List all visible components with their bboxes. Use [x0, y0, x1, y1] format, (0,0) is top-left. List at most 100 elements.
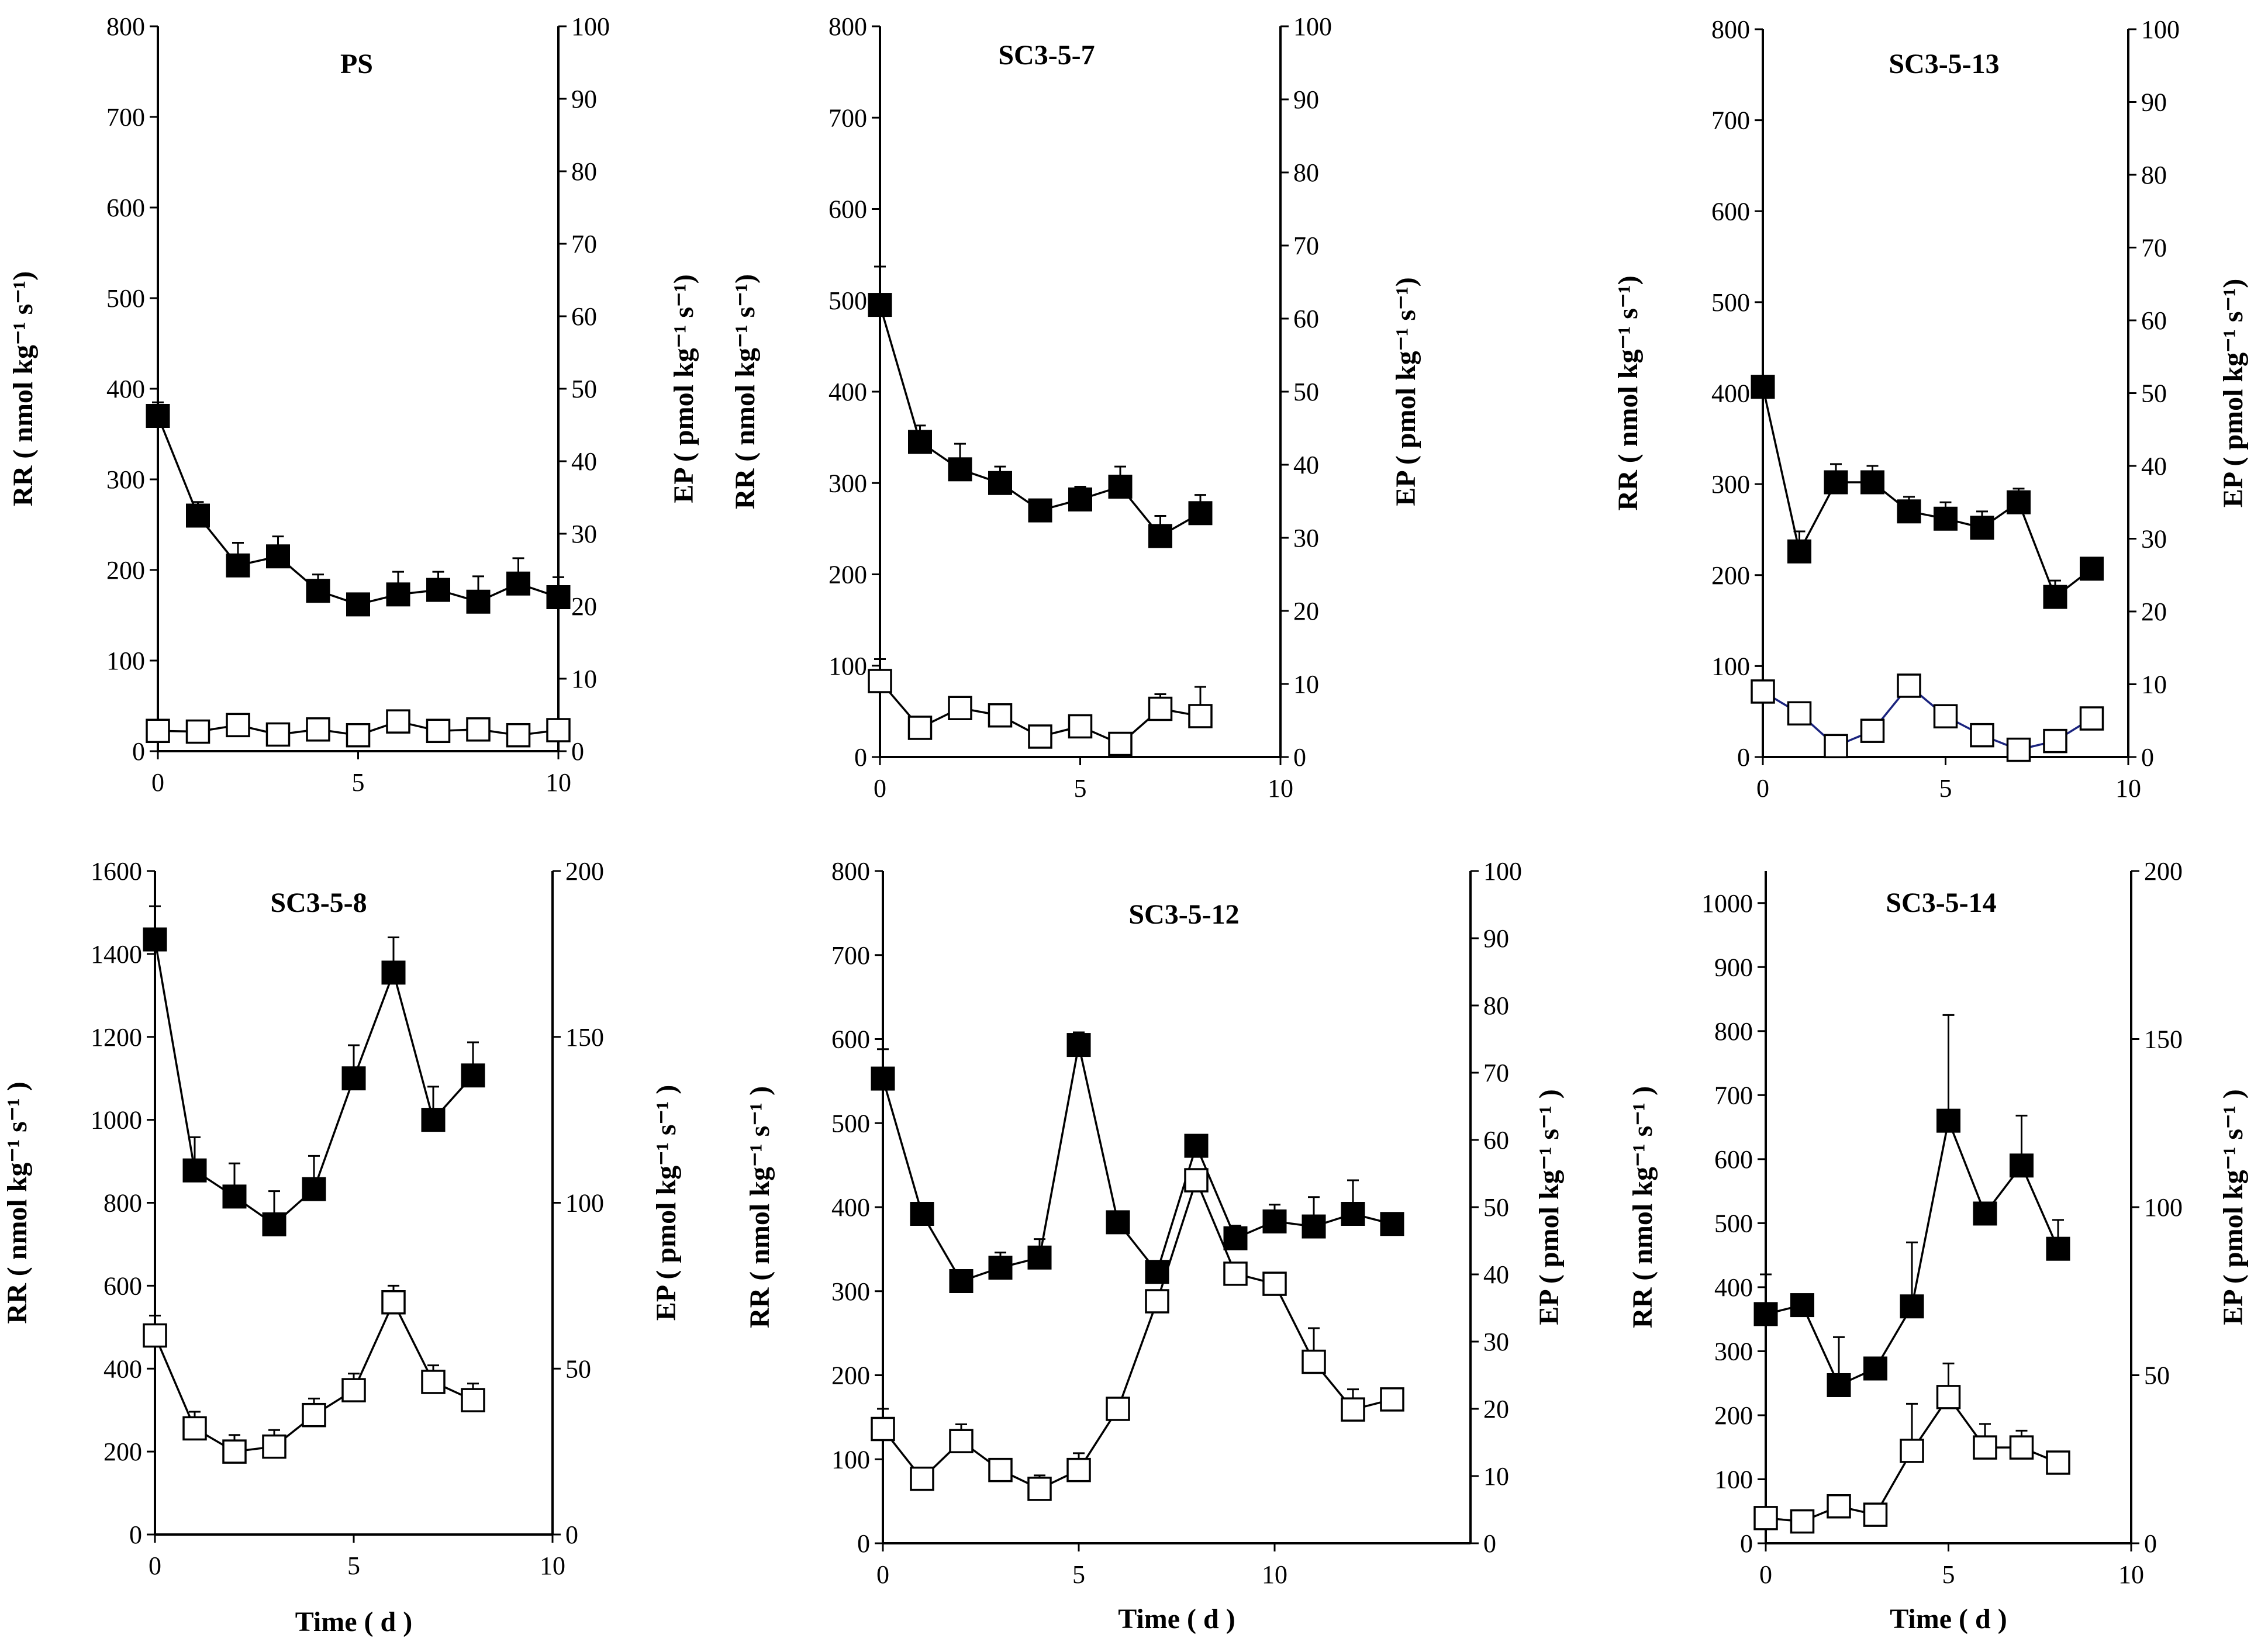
data-point: [1824, 734, 1848, 759]
y2-tick-label: 100: [565, 1189, 604, 1218]
chart-title: SC3-5-13: [1889, 49, 1999, 80]
data-point: [1027, 1245, 1052, 1270]
data-point: [1380, 1212, 1404, 1236]
y-tick-label: 300: [106, 465, 145, 494]
data-point: [910, 1202, 934, 1226]
data-point: [262, 1212, 286, 1236]
data-point: [266, 544, 290, 569]
y2-tick-label: 30: [2141, 525, 2167, 554]
data-point: [1188, 501, 1213, 526]
x-tick-label: 5: [1074, 774, 1087, 803]
data-point: [146, 718, 170, 744]
series-rr: [871, 1031, 1404, 1293]
data-point: [1973, 1201, 1997, 1226]
data-point: [1970, 516, 1994, 540]
data-point: [868, 669, 892, 693]
y-tick-label: 800: [103, 1189, 142, 1218]
data-point: [1106, 1397, 1130, 1421]
chart-panel-1: 0100200300400500600700800010203040506070…: [8, 12, 699, 797]
x-tick-label: 5: [1942, 1560, 1955, 1589]
y2-tick-label: 10: [571, 665, 597, 693]
x-tick-label: 0: [1759, 1560, 1772, 1589]
data-point: [988, 471, 1012, 495]
series-line: [1762, 386, 2093, 599]
data-point: [1223, 1262, 1248, 1286]
y2-tick-label: 0: [571, 737, 584, 766]
data-point: [908, 430, 932, 454]
data-point: [1148, 524, 1172, 548]
data-point: [1106, 1210, 1130, 1235]
y-tick-label: 300: [1711, 470, 1750, 499]
y2-tick-label: 0: [1483, 1529, 1496, 1558]
y2-tick-label: 80: [2141, 161, 2167, 189]
data-point: [1108, 731, 1133, 756]
chart-title: PS: [340, 49, 373, 80]
data-point: [1973, 1435, 1997, 1460]
y-tick-label: 400: [1714, 1273, 1753, 1302]
y-tick-label: 400: [103, 1354, 142, 1383]
y2-tick-label: 20: [1293, 597, 1319, 625]
data-point: [386, 582, 410, 607]
y2-tick-label: 80: [1483, 991, 1509, 1020]
data-point: [2043, 728, 2067, 754]
y-tick-label: 500: [1711, 288, 1750, 317]
series-ep: [1751, 673, 2104, 762]
y-tick-label: 100: [829, 652, 867, 680]
series-ep: [868, 658, 1213, 756]
y2-tick-label: 60: [2141, 306, 2167, 335]
data-point: [182, 1158, 207, 1183]
y-tick-label: 100: [1711, 652, 1750, 680]
y-tick-label: 800: [106, 12, 145, 41]
y-tick-label: 200: [1714, 1401, 1753, 1430]
y2-tick-label: 0: [2141, 743, 2154, 772]
y2-axis-label: EP ( pmol kg⁻¹ s⁻¹): [1390, 277, 1421, 506]
data-point: [1936, 1108, 1960, 1133]
data-point: [2046, 1450, 2070, 1475]
data-point: [1827, 1373, 1851, 1397]
data-point: [2007, 490, 2031, 514]
y-tick-label: 400: [831, 1193, 870, 1222]
y-tick-label: 200: [1711, 561, 1750, 590]
data-point: [1223, 1226, 1248, 1250]
y2-tick-label: 100: [2141, 15, 2180, 44]
y2-tick-label: 20: [2141, 597, 2167, 626]
y2-tick-label: 20: [571, 592, 597, 621]
data-point: [1028, 498, 1052, 523]
data-point: [346, 723, 371, 748]
y2-tick-label: 90: [2141, 88, 2167, 117]
data-point: [1751, 679, 1775, 704]
data-point: [182, 1416, 207, 1441]
data-point: [302, 1177, 326, 1201]
y2-tick-label: 50: [571, 375, 597, 403]
y-tick-label: 900: [1714, 953, 1753, 982]
y-tick-label: 500: [106, 284, 145, 313]
data-point: [386, 709, 410, 734]
y-tick-label: 0: [132, 737, 145, 766]
y2-tick-label: 40: [1293, 451, 1319, 479]
data-point: [1262, 1209, 1287, 1233]
y2-tick-label: 10: [1293, 670, 1319, 699]
y2-tick-label: 30: [1483, 1328, 1509, 1356]
y-tick-label: 1000: [1701, 889, 1753, 918]
data-point: [1145, 1289, 1169, 1314]
x-tick-label: 0: [874, 774, 886, 803]
y-tick-label: 0: [854, 743, 867, 772]
y2-tick-label: 90: [571, 85, 597, 113]
data-point: [1108, 475, 1133, 499]
data-point: [907, 716, 933, 740]
y2-tick-label: 90: [1293, 85, 1319, 114]
y2-tick-label: 80: [571, 157, 597, 186]
y2-tick-label: 70: [1293, 231, 1319, 260]
data-point: [381, 1290, 406, 1315]
series-ep: [143, 1284, 485, 1464]
data-point: [222, 1184, 247, 1209]
data-point: [461, 1388, 485, 1412]
data-point: [143, 927, 167, 952]
y-tick-label: 600: [829, 195, 867, 224]
series-rr: [146, 401, 571, 617]
y-tick-label: 1000: [91, 1106, 142, 1135]
y-tick-label: 600: [831, 1025, 870, 1054]
y-tick-label: 200: [103, 1437, 142, 1466]
x-axis-label: Time ( d ): [295, 1606, 412, 1637]
